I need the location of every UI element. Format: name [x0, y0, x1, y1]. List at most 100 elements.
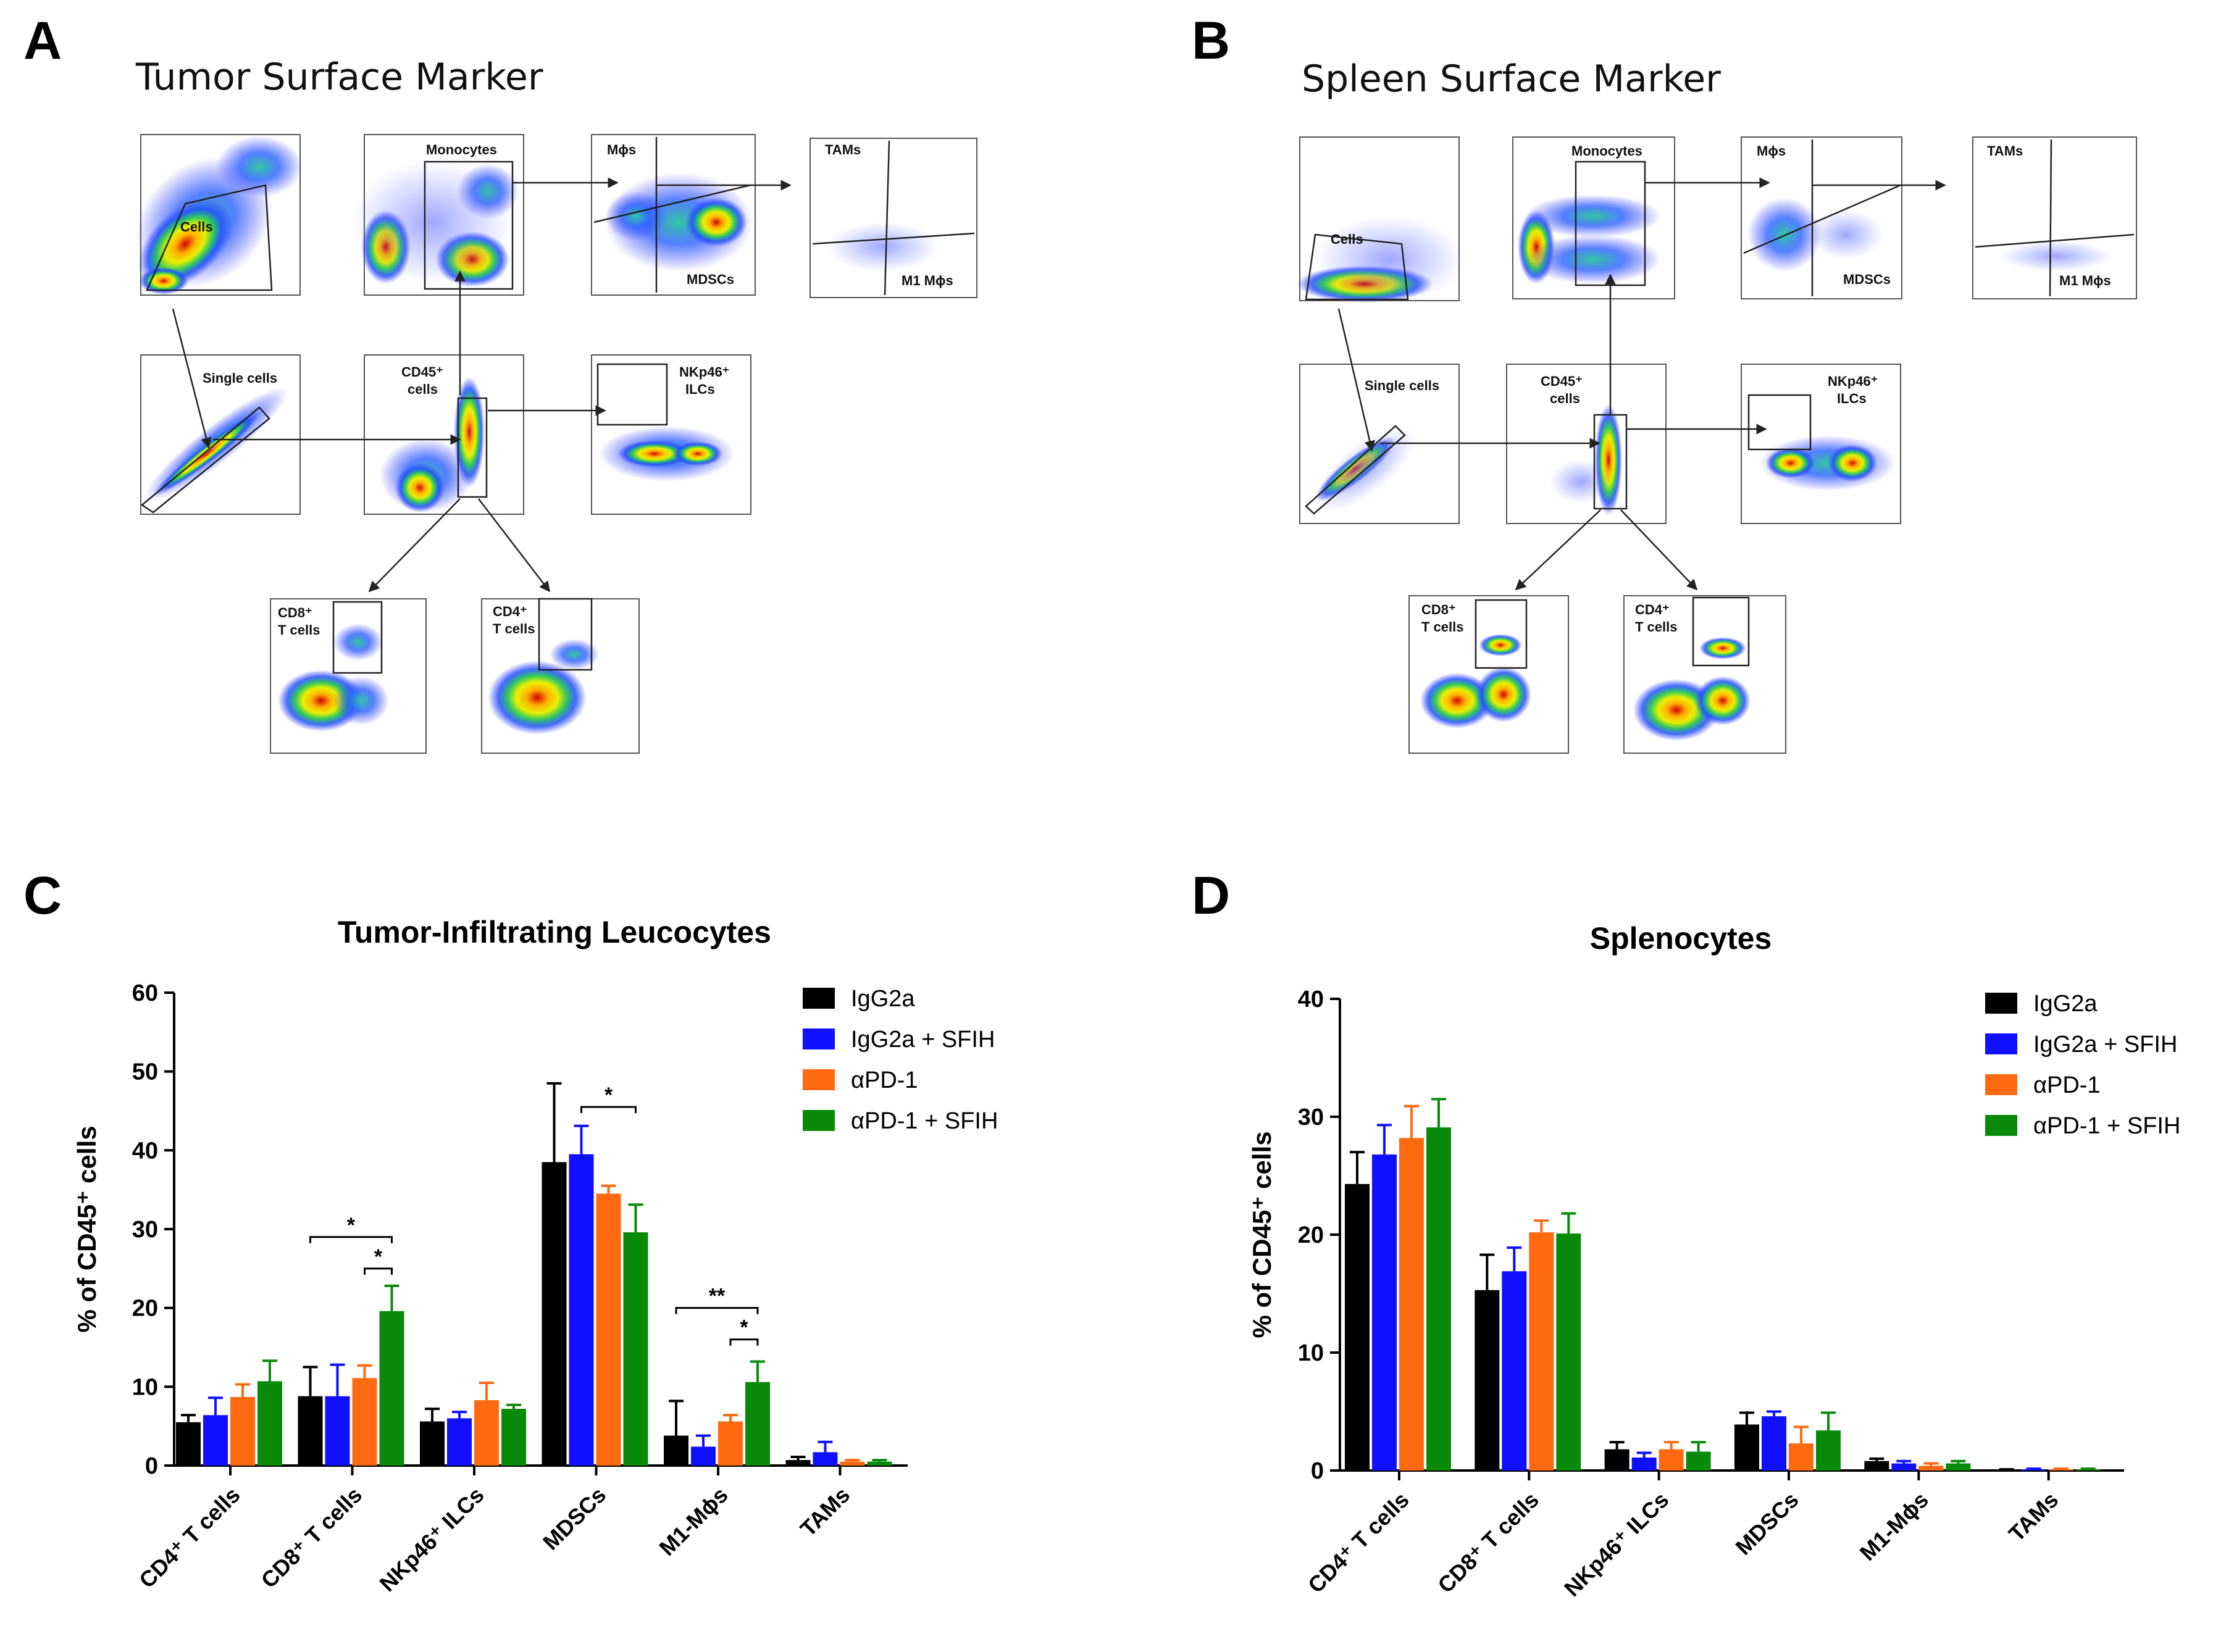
bar-d-s3-c4 [1946, 1463, 1971, 1471]
bar-c-s1-c5 [813, 1452, 838, 1466]
flow-plot-b-cells: Cells [1297, 136, 1463, 302]
bar-c-s1-c3 [569, 1154, 594, 1466]
panel-letter-a: A [23, 11, 62, 70]
legend-label-d-1: IgG2a + SFIH [2033, 1032, 2177, 1058]
bar-c-s1-c2 [447, 1418, 472, 1466]
chart-d-category-label-1: CD8⁺ T cells [1433, 1487, 1544, 1598]
legend-label-c-3: αPD-1 + SFIH [851, 1108, 998, 1134]
chart-c-ytick-label-1: 10 [132, 1374, 158, 1400]
gate-label-b-cells: Cells [1331, 232, 1363, 247]
flow-plot-a-nkp46: NKp46⁺ ILCs [591, 354, 751, 515]
panel-letter-b: B [1192, 11, 1230, 70]
panel-letter-d: D [1192, 866, 1230, 925]
bar-d-s1-c4 [1891, 1463, 1917, 1471]
chart-c-ytick-label-0: 0 [145, 1453, 158, 1479]
bar-c-s1-c1 [325, 1396, 350, 1466]
bar-c-s3-c2 [501, 1409, 526, 1466]
gate-label-b-mdscs: MDSCs [1843, 272, 1891, 287]
chart-d-category-label-0: CD4⁺ T cells [1303, 1487, 1414, 1598]
flow-plot-b-monocytes: Monocytes [1512, 136, 1675, 299]
gate-label-a-cd4-1: CD4⁺ [493, 604, 527, 619]
legend-swatch-c-0 [803, 988, 835, 1009]
flow-panel-b: Cells Monocytes Mϕs MDSCs TAMs [1297, 136, 2137, 754]
gate-label-a-single: Single cells [203, 370, 277, 386]
flow-plot-a-macrophages: Mϕs MDSCs [591, 134, 756, 296]
chart-c-category-label-1: CD8⁺ T cells [256, 1482, 367, 1593]
chart-c-ylabel: % of CD45⁺ cells [72, 1126, 101, 1333]
significance-label-c-1: * [374, 1245, 383, 1269]
legend-swatch-d-2 [1985, 1074, 2017, 1095]
significance-label-c-4: * [740, 1316, 748, 1340]
bar-c-s2-c1 [352, 1378, 377, 1466]
gate-label-a-tams: TAMs [825, 142, 861, 157]
bar-c-s2-c2 [474, 1400, 499, 1466]
chart-d-ytick-label-1: 10 [1298, 1340, 1324, 1366]
chart-c-category-label-5: TAMs [795, 1482, 855, 1541]
gate-label-b-nk-2: ILCs [1837, 391, 1867, 406]
gate-label-b-m1: M1 Mϕs [2059, 273, 2111, 288]
flow-plot-b-cd8: CD8⁺ T cells [1408, 595, 1569, 754]
bar-d-s3-c3 [1816, 1430, 1841, 1471]
bar-d-s1-c2 [1631, 1457, 1657, 1471]
gate-label-b-cd4-1: CD4⁺ [1635, 602, 1670, 617]
significance-label-c-0: * [347, 1214, 356, 1237]
chart-c-category-label-0: CD4⁺ T cells [134, 1482, 245, 1593]
gate-label-b-cd4-2: T cells [1635, 619, 1677, 635]
legend-label-c-1: IgG2a + SFIH [851, 1027, 995, 1053]
flow-plot-b-macrophages: Mϕs MDSCs [1741, 136, 1902, 299]
bar-d-s3-c0 [1426, 1127, 1451, 1471]
significance-bracket-c-3 [675, 1307, 759, 1314]
flow-plot-b-cd4: CD4⁺ T cells [1623, 595, 1786, 754]
gate-label-b-nk-1: NKp46⁺ [1828, 373, 1878, 389]
flow-plot-a-cd45: CD45⁺ cells [364, 354, 524, 515]
chart-d-ytick-label-2: 20 [1298, 1222, 1324, 1248]
chart-d-ytick-label-4: 40 [1298, 987, 1324, 1012]
significance-bracket-c-2 [580, 1106, 637, 1114]
chart-d-ytick-label-3: 30 [1298, 1104, 1324, 1130]
gate-label-a-cd45-1: CD45⁺ [401, 364, 443, 380]
significance-label-c-2: * [605, 1083, 613, 1107]
bar-c-s1-c4 [691, 1446, 716, 1466]
bar-c-s2-c3 [596, 1193, 621, 1466]
gate-label-a-mdscs: MDSCs [687, 272, 734, 287]
bar-d-s1-c3 [1762, 1416, 1786, 1471]
panel-b-title: Spleen Surface Marker [1302, 57, 1721, 101]
gate-label-b-monocytes: Monocytes [1571, 143, 1642, 159]
chart-c-title: Tumor-Infiltrating Leucocytes [338, 915, 771, 949]
gate-label-a-nk-2: ILCs [685, 382, 715, 397]
chart-c-ytick-label-5: 50 [132, 1059, 158, 1085]
gate-label-a-monocytes: Monocytes [426, 142, 497, 157]
bar-d-s0-c2 [1604, 1449, 1629, 1471]
chart-c-ytick-label-2: 20 [132, 1296, 158, 1322]
bar-c-s0-c1 [298, 1396, 323, 1466]
bar-d-s3-c1 [1556, 1233, 1581, 1471]
gate-label-b-cd45-2: cells [1550, 391, 1580, 406]
chart-d-category-label-5: TAMs [2004, 1487, 2063, 1546]
bar-c-s3-c3 [623, 1232, 648, 1466]
bar-c-s3-c0 [257, 1381, 282, 1466]
bar-d-s0-c4 [1864, 1461, 1889, 1471]
gate-label-b-tams: TAMs [1987, 143, 2023, 159]
bar-c-s3-c1 [379, 1311, 404, 1466]
flow-plot-a-single-cells: Single cells [140, 354, 301, 515]
chart-d-category-label-4: M1-Mϕs [1855, 1487, 1933, 1566]
flow-plot-a-cd4: CD4⁺ T cells [481, 598, 640, 754]
bar-d-s2-c0 [1399, 1138, 1424, 1471]
significance-bracket-c-0 [309, 1236, 393, 1243]
bar-d-s1-c1 [1502, 1271, 1527, 1471]
legend-label-d-0: IgG2a [2033, 991, 2098, 1017]
chart-c-ytick-label-6: 60 [132, 980, 158, 1006]
gate-label-a-cd4-2: T cells [493, 621, 535, 636]
legend-label-c-0: IgG2a [851, 986, 915, 1012]
legend-label-c-2: αPD-1 [851, 1067, 918, 1093]
bar-d-s0-c1 [1475, 1290, 1500, 1471]
flow-plot-b-single-cells: Single cells [1299, 364, 1460, 524]
significance-bracket-c-1 [364, 1267, 393, 1275]
legend-label-d-3: αPD-1 + SFIH [2033, 1113, 2180, 1139]
legend-swatch-d-0 [1985, 993, 2017, 1014]
flow-plot-b-nkp46: NKp46⁺ ILCs [1741, 364, 1901, 524]
chart-c-category-label-4: M1-Mϕs [654, 1482, 732, 1561]
bar-c-s0-c2 [420, 1421, 445, 1466]
panel-letter-c: C [23, 866, 62, 925]
bar-c-s3-c4 [745, 1382, 770, 1466]
